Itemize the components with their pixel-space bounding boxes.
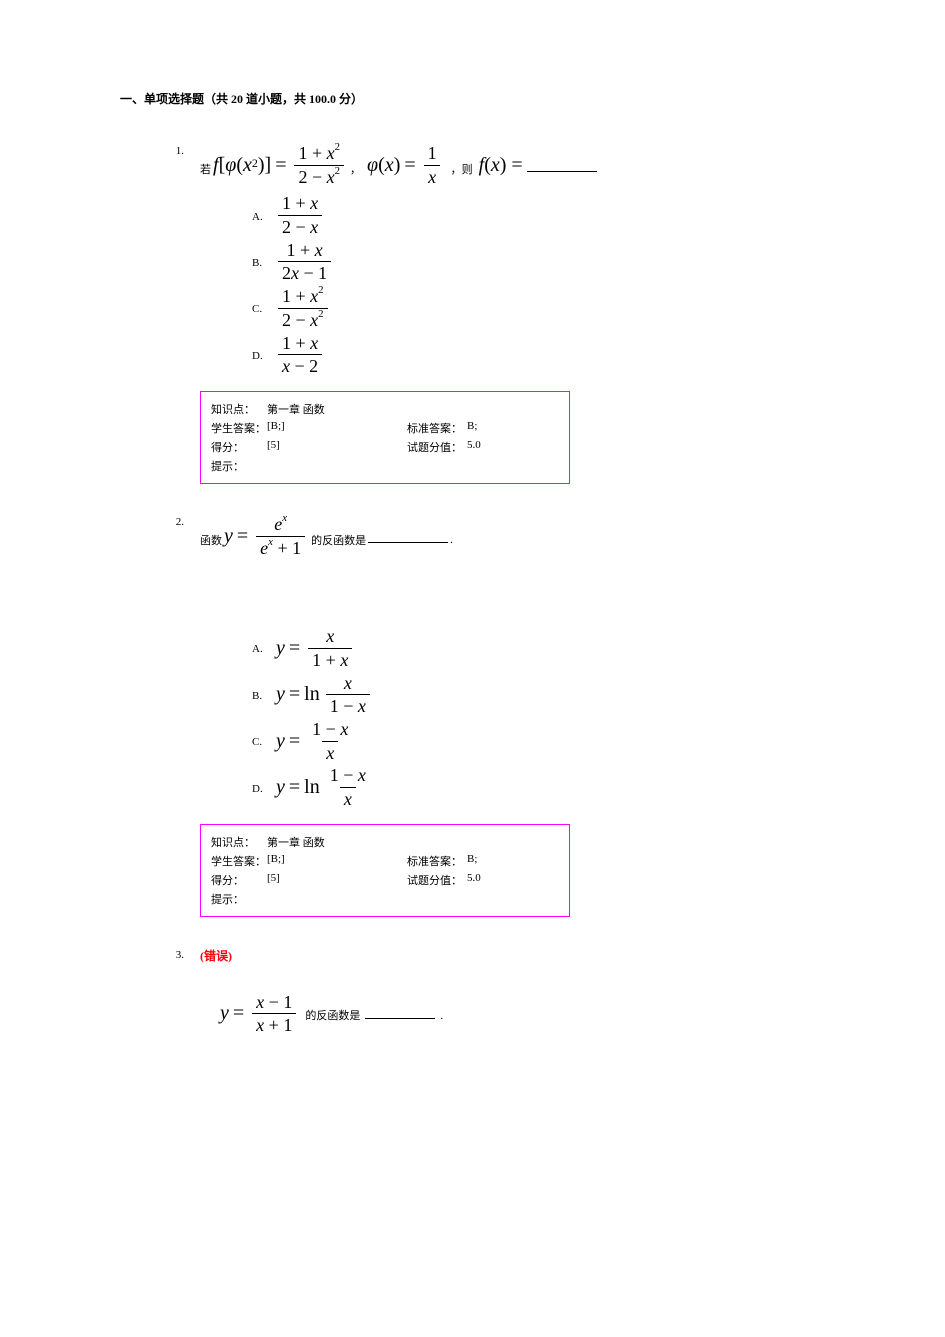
option-a: A. y= x 1 + x xyxy=(252,626,825,670)
option-fraction: 1 + x x − 2 xyxy=(274,333,326,377)
option-label: A. xyxy=(252,641,274,655)
option-d: D. 1 + x x − 2 xyxy=(252,333,825,377)
option-d: D. y= ln 1 − x x xyxy=(252,765,825,809)
question-stem: 函数 y= ex ex + 1 的反函数是 . xyxy=(200,514,825,558)
option-b: B. y= ln x 1 − x xyxy=(252,673,825,717)
stem-math: y= ex ex + 1 xyxy=(222,514,311,558)
option-fraction: 1 + x2 2 − x2 xyxy=(274,286,332,330)
std-label: 标准答案： xyxy=(407,853,467,869)
question-number: 2. xyxy=(120,514,200,528)
question-body: (错误) y= x − 1 x + 1 的反函数是 . xyxy=(200,947,825,1036)
question-stem: y= x − 1 x + 1 的反函数是 . xyxy=(200,964,825,1036)
question-body: 若 f[φ(x2)] = 1 + x2 2 − x2 ， φ(x) = 1 x … xyxy=(200,143,825,484)
student-value: [B;] xyxy=(267,853,407,869)
option-c: C. 1 + x2 2 − x2 xyxy=(252,286,825,330)
options-list: A. y= x 1 + x B. y= ln x 1 − x xyxy=(200,626,825,810)
fraction: x − 1 x + 1 xyxy=(248,992,300,1036)
option-label: B. xyxy=(252,688,274,702)
stem-math: f[φ(x2)] = 1 + x2 2 − x2 xyxy=(211,143,350,187)
suffix-text: 的反函数是 xyxy=(305,1002,360,1022)
period: . xyxy=(450,526,453,546)
option-math: y= ln x 1 − x xyxy=(274,673,376,717)
points-label: 试题分值： xyxy=(407,872,467,888)
points-value: 5.0 xyxy=(467,439,481,455)
option-math: y= ln 1 − x x xyxy=(274,765,376,809)
answer-row-score: 得分： [5] 试题分值： 5.0 xyxy=(211,439,559,455)
comma-text: ， xyxy=(350,153,365,177)
option-label: C. xyxy=(252,734,274,748)
option-label: D. xyxy=(252,781,274,795)
answer-row-kp: 知识点： 第一章 函数 xyxy=(211,401,559,417)
question-number: 1. xyxy=(120,143,200,157)
wrong-indicator: (错误) xyxy=(200,949,232,963)
blank-line xyxy=(527,158,597,172)
question-1: 1. 若 f[φ(x2)] = 1 + x2 2 − x2 ， φ(x) = 1… xyxy=(120,143,825,484)
fx-math: f (x) = xyxy=(477,154,525,177)
option-b: B. 1 + x 2x − 1 xyxy=(252,240,825,284)
options-list: A. 1 + x 2 − x B. 1 + x 2x − 1 C. 1 + x2… xyxy=(200,193,825,377)
question-number: 3. xyxy=(120,947,200,961)
option-fraction: 1 + x 2x − 1 xyxy=(274,240,335,284)
score-label: 得分： xyxy=(211,872,267,888)
option-a: A. 1 + x 2 − x xyxy=(252,193,825,237)
answer-box: 知识点： 第一章 函数 学生答案： [B;] 标准答案： B; 得分： [5] … xyxy=(200,824,570,917)
std-label: 标准答案： xyxy=(407,420,467,436)
student-value: [B;] xyxy=(267,420,407,436)
hint-label: 提示： xyxy=(211,891,267,907)
answer-row-score: 得分： [5] 试题分值： 5.0 xyxy=(211,872,559,888)
fraction: 1 x xyxy=(420,143,445,187)
points-label: 试题分值： xyxy=(407,439,467,455)
option-label: C. xyxy=(252,301,274,315)
std-value: B; xyxy=(467,420,477,436)
hint-label: 提示： xyxy=(211,458,267,474)
fraction: ex ex + 1 xyxy=(252,514,309,558)
score-label: 得分： xyxy=(211,439,267,455)
option-label: A. xyxy=(252,209,274,223)
std-value: B; xyxy=(467,853,477,869)
score-value: [5] xyxy=(267,439,407,455)
kp-label: 知识点： xyxy=(211,834,267,850)
then-text: ，则 xyxy=(447,153,477,177)
answer-row-student: 学生答案： [B;] 标准答案： B; xyxy=(211,853,559,869)
answer-row-student: 学生答案： [B;] 标准答案： B; xyxy=(211,420,559,436)
answer-row-kp: 知识点： 第一章 函数 xyxy=(211,834,559,850)
answer-row-hint: 提示： xyxy=(211,458,559,474)
fraction: 1 + x2 2 − x2 xyxy=(290,143,348,187)
phi-math: φ(x) = 1 x xyxy=(365,143,447,187)
stem-math: y= x − 1 x + 1 xyxy=(218,992,302,1036)
kp-value: 第一章 函数 xyxy=(267,401,325,417)
period: . xyxy=(440,1002,443,1022)
option-math: y= 1 − x x xyxy=(274,719,358,763)
option-fraction: 1 + x 2 − x xyxy=(274,193,326,237)
suffix-text: 的反函数是 xyxy=(311,524,366,548)
option-label: D. xyxy=(252,348,274,362)
answer-box: 知识点： 第一章 函数 学生答案： [B;] 标准答案： B; 得分： [5] … xyxy=(200,391,570,484)
stem-prefix: 函数 xyxy=(200,524,222,548)
blank-line xyxy=(365,1005,435,1019)
kp-label: 知识点： xyxy=(211,401,267,417)
question-stem: 若 f[φ(x2)] = 1 + x2 2 − x2 ， φ(x) = 1 x … xyxy=(200,143,825,187)
question-body: 函数 y= ex ex + 1 的反函数是 . A. y= x 1 + xyxy=(200,514,825,917)
score-value: [5] xyxy=(267,872,407,888)
section-header: 一、单项选择题（共 20 道小题，共 100.0 分） xyxy=(120,90,825,107)
student-label: 学生答案： xyxy=(211,853,267,869)
points-value: 5.0 xyxy=(467,872,481,888)
answer-row-hint: 提示： xyxy=(211,891,559,907)
student-label: 学生答案： xyxy=(211,420,267,436)
option-label: B. xyxy=(252,255,274,269)
option-c: C. y= 1 − x x xyxy=(252,719,825,763)
stem-prefix: 若 xyxy=(200,153,211,177)
option-math: y= x 1 + x xyxy=(274,626,358,670)
kp-value: 第一章 函数 xyxy=(267,834,325,850)
question-3: 3. (错误) y= x − 1 x + 1 的反函数是 . xyxy=(120,947,825,1036)
blank-line xyxy=(368,529,448,543)
question-2: 2. 函数 y= ex ex + 1 的反函数是 . A. y= xyxy=(120,514,825,917)
